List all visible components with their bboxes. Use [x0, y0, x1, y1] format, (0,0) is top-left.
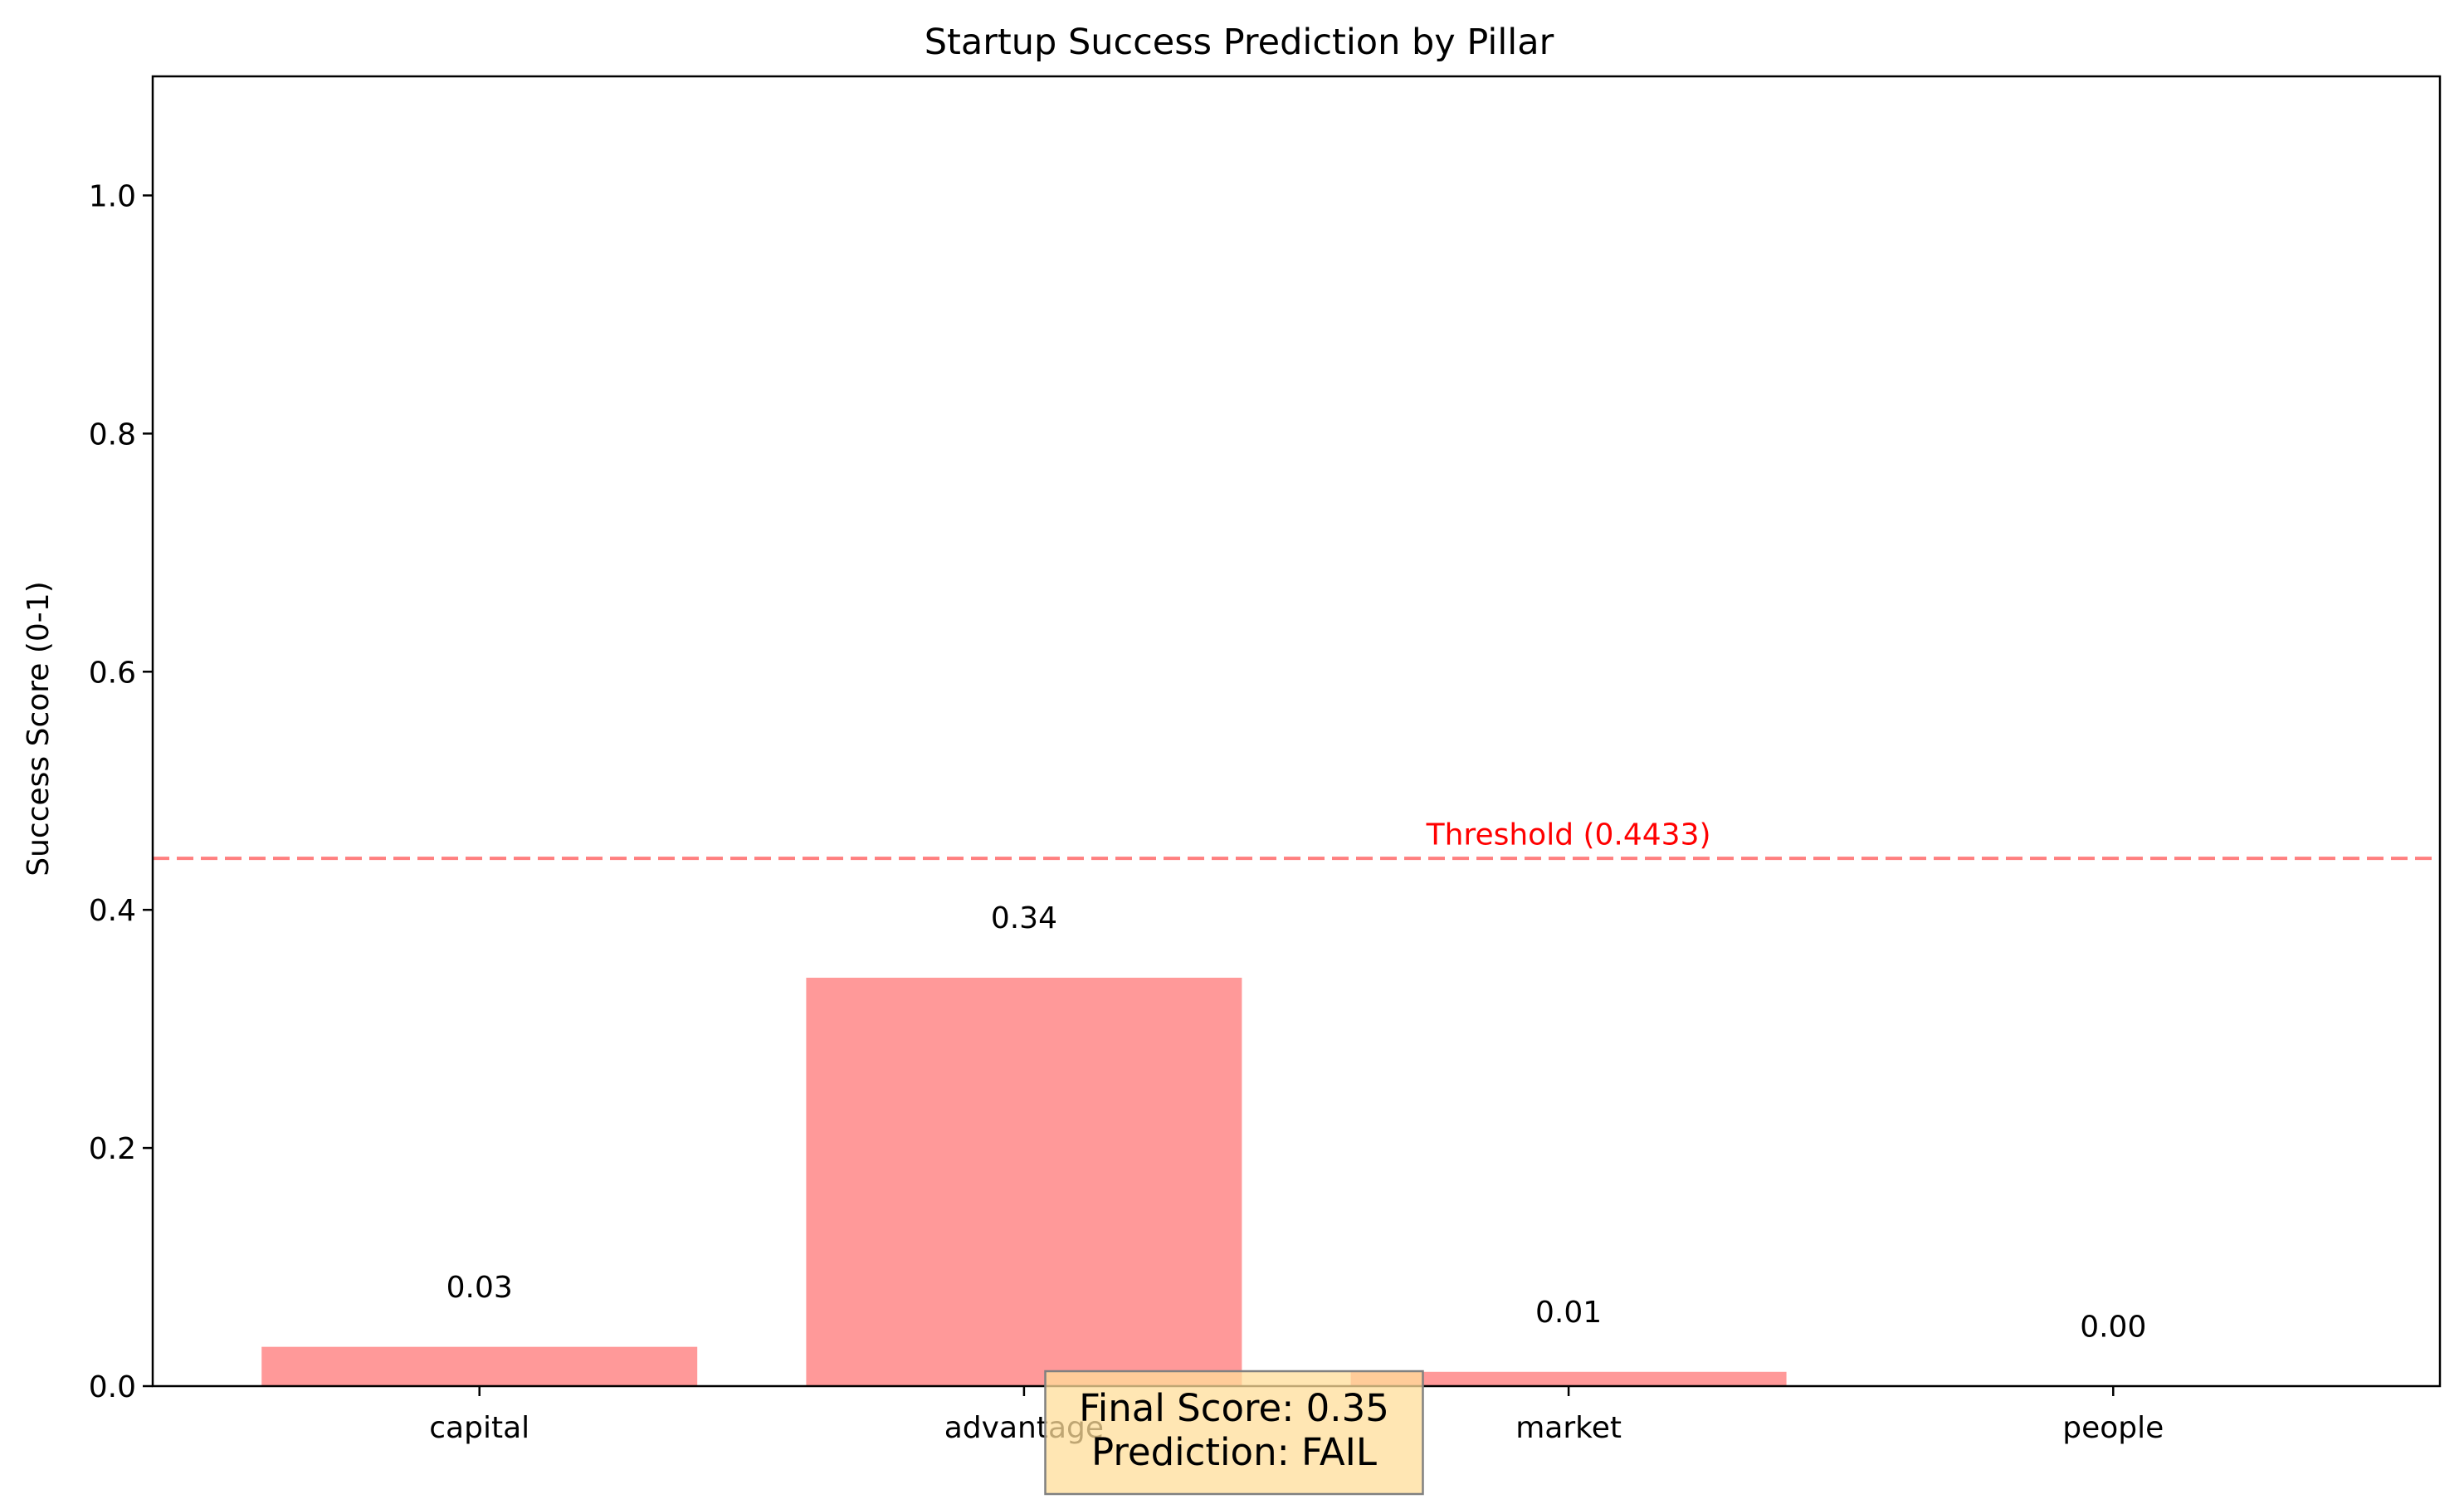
x-tick-label-people: people [2062, 1411, 2164, 1445]
y-tick-label-5: 1.0 [89, 179, 136, 213]
y-tick-label-1: 0.2 [89, 1132, 136, 1166]
plot-frame [151, 75, 2442, 1388]
y-tick-label-3: 0.6 [89, 656, 136, 690]
threshold-label: Threshold (0.4433) [1426, 818, 1711, 852]
prediction-text: Prediction: FAIL [1091, 1430, 1377, 1474]
summary-box-background [1044, 1370, 1424, 1496]
value-label-people: 0.00 [2080, 1310, 2146, 1344]
x-tick-label-market: market [1515, 1411, 1622, 1445]
y-tick-label-4: 0.8 [89, 417, 136, 452]
y-axis-label: Success Score (0-1) [22, 581, 56, 876]
bar-capital [261, 1346, 698, 1386]
chart-title: Startup Success Prediction by Pillar [925, 22, 1554, 63]
bar-advantage [806, 977, 1242, 1386]
final-score-text: Final Score: 0.35 [1079, 1386, 1389, 1430]
value-label-capital: 0.03 [446, 1271, 513, 1305]
value-label-advantage: 0.34 [991, 901, 1057, 935]
x-tick-label-capital: capital [429, 1411, 529, 1445]
y-tick-label-2: 0.4 [89, 894, 136, 928]
bar-market [1350, 1371, 1787, 1386]
value-label-market: 0.01 [1535, 1296, 1602, 1330]
y-tick-label-0: 0.0 [89, 1370, 136, 1404]
